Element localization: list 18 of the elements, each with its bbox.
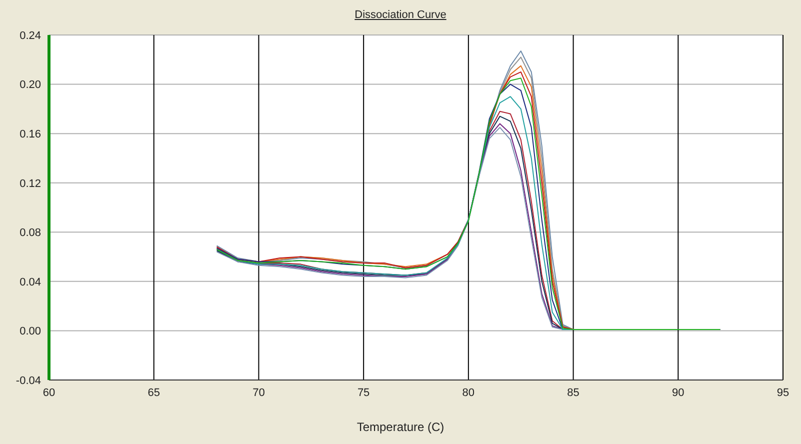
x-tick-label: 60: [42, 386, 56, 399]
x-tick-label: 75: [357, 386, 370, 399]
x-tick-label: 85: [567, 386, 580, 399]
y-tick-label: -0.04: [16, 374, 41, 387]
x-tick-label: 80: [462, 386, 475, 399]
y-tick-label: 0.16: [20, 128, 41, 140]
x-axis-title: Temperature (C): [356, 420, 446, 434]
y-tick-label: 0.04: [20, 276, 41, 288]
y-tick-label: 0.00: [20, 326, 41, 338]
x-tick-label: 90: [672, 386, 684, 399]
y-tick-label: 0.24: [20, 30, 41, 42]
chart-title: Dissociation Curve: [354, 9, 448, 21]
x-tick-label: 65: [148, 386, 160, 399]
x-tick-label: 95: [776, 386, 790, 399]
y-tick-label: 0.12: [20, 178, 41, 190]
x-tick-label: 70: [252, 386, 265, 399]
y-tick-label: 0.08: [20, 227, 41, 240]
y-tick-label: 0.20: [20, 79, 41, 92]
